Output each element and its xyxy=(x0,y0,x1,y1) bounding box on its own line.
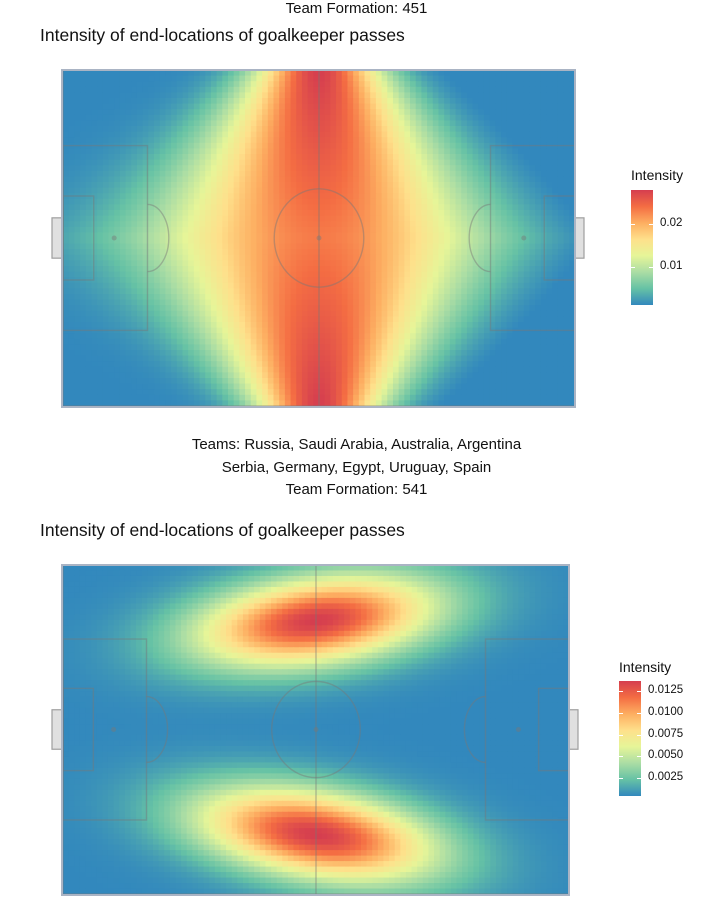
chart2-pitch-border xyxy=(61,564,570,896)
chart1-title: Intensity of end-locations of goalkeeper… xyxy=(40,25,405,45)
chart1-right-goal xyxy=(574,217,585,259)
chart2-formation-caption: Team Formation: 541 xyxy=(285,481,428,498)
chart2-legend-tickmark xyxy=(637,691,641,693)
chart1-legend-colorbar xyxy=(631,190,653,305)
chart2-legend-colorbar xyxy=(619,681,641,796)
chart1-density-layer xyxy=(63,70,576,407)
chart2-legend-tickmark xyxy=(637,712,641,714)
chart1-pitch-border xyxy=(61,69,576,408)
chart2-legend-title: Intensity xyxy=(619,659,672,675)
chart1-legend-tick-label: 0.01 xyxy=(660,259,683,272)
chart2-legend-tickmark xyxy=(637,734,641,736)
chart2-legend-tick-label: 0.0125 xyxy=(648,684,684,697)
chart2-legend-tickmark xyxy=(619,734,623,736)
chart2-legend-tick-label: 0.0100 xyxy=(648,705,684,718)
chart1-legend-tickmark xyxy=(649,224,653,226)
chart1-legend-tickmark xyxy=(631,224,635,226)
chart1-formation-caption: Team Formation: 451 xyxy=(285,0,428,17)
chart1-legend-title: Intensity xyxy=(631,167,684,183)
chart2-legend-tickmark xyxy=(637,756,641,758)
chart2-legend-tick-label: 0.0025 xyxy=(648,770,684,783)
chart2-pitch xyxy=(50,563,582,896)
chart1-legend-tickmark xyxy=(631,266,635,268)
chart2-title: Intensity of end-locations of goalkeeper… xyxy=(40,520,405,540)
chart2-legend-tickmark xyxy=(619,756,623,758)
teams-caption-line1: Teams: Russia, Saudi Arabia, Australia, … xyxy=(191,436,522,453)
chart1-legend-tickmark xyxy=(649,266,653,268)
chart2-legend-tickmark xyxy=(619,691,623,693)
chart2-right-goal xyxy=(568,709,579,750)
chart1-pitch xyxy=(50,68,588,408)
chart2-heatmap xyxy=(51,564,579,896)
chart2-legend-tick-label: 0.0050 xyxy=(648,749,684,762)
chart2-legend-tickmark xyxy=(619,777,623,779)
teams-caption-line2: Serbia, Germany, Egypt, Uruguay, Spain xyxy=(221,459,492,476)
chart1-heatmap xyxy=(51,69,585,408)
chart2-density-layer xyxy=(63,565,570,895)
chart1-legend-tick-label: 0.02 xyxy=(660,217,683,230)
chart2-legend-tickmark xyxy=(619,712,623,714)
chart2-legend-tick-label: 0.0075 xyxy=(648,727,684,740)
chart2-legend-tickmark xyxy=(637,777,641,779)
